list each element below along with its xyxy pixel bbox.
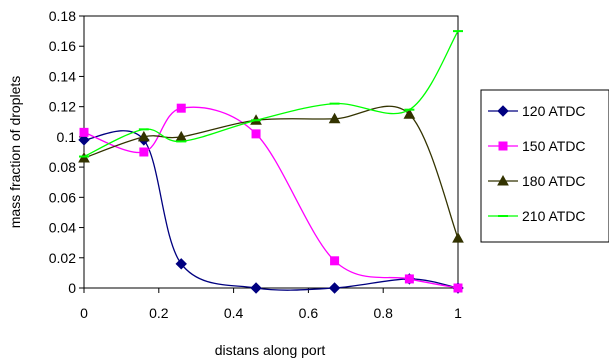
legend-label: 150 ATDC	[522, 138, 586, 154]
data-point	[137, 130, 150, 142]
y-axis-label: mass fraction of droplets	[7, 76, 23, 229]
data-point	[78, 134, 90, 146]
series-layer	[78, 30, 464, 294]
legend: 120 ATDC 150 ATDC 180 ATDC 210 ATDC	[480, 89, 609, 243]
legend-marker	[497, 174, 509, 186]
x-tick-label: 0.8	[373, 305, 393, 321]
data-point	[330, 256, 340, 266]
data-point	[176, 103, 186, 113]
y-tick-label: 0.08	[49, 159, 76, 175]
data-point	[403, 108, 416, 119]
data-point	[452, 232, 464, 243]
legend-item: 210 ATDC	[488, 208, 586, 224]
data-point	[139, 147, 149, 157]
series-0	[78, 130, 464, 294]
data-point	[251, 129, 261, 139]
series-3	[79, 30, 463, 158]
legend-label: 120 ATDC	[522, 103, 586, 119]
x-tick-label: 1	[454, 305, 462, 321]
legend-item: 150 ATDC	[488, 138, 586, 154]
x-tick-label: 0.6	[299, 305, 319, 321]
x-tick-label: 0.4	[224, 305, 244, 321]
y-tick-label: 0.12	[49, 99, 76, 115]
data-point	[328, 282, 341, 294]
data-point	[78, 152, 90, 163]
legend-item: 180 ATDC	[488, 173, 586, 189]
data-point	[175, 258, 187, 270]
series-1	[79, 103, 463, 293]
y-tick-label: 0.18	[49, 8, 76, 24]
y-tick-label: 0	[68, 280, 76, 296]
data-point	[404, 274, 414, 284]
y-tick-label: 0.02	[49, 250, 76, 266]
series-2	[78, 105, 464, 243]
y-tick-label: 0.1	[57, 129, 77, 145]
y-tick-label: 0.16	[49, 38, 76, 54]
series-line	[83, 105, 459, 239]
data-point	[250, 282, 262, 294]
y-tick-label: 0.04	[49, 220, 76, 236]
legend-marker	[498, 141, 508, 151]
legend-marker	[497, 105, 509, 117]
y-axis: 0 0.02 0.04 0.06 0.08 0.1 0.12 0.14 0.16 0.18	[49, 8, 84, 296]
y-tick-label: 0.14	[49, 68, 76, 84]
data-point	[79, 127, 89, 137]
y-tick-label: 0.06	[49, 189, 76, 205]
plot-area	[83, 15, 459, 289]
data-point	[328, 112, 341, 124]
x-tick-label: 0.2	[149, 305, 169, 321]
legend-label: 210 ATDC	[522, 208, 586, 224]
x-axis-label: distans along port	[215, 342, 326, 358]
plot-frame	[83, 15, 459, 289]
x-tick-label: 0	[80, 305, 88, 321]
data-point	[453, 283, 463, 293]
legend-label: 180 ATDC	[522, 173, 586, 189]
x-axis: 0 0.2 0.4 0.6 0.8 1	[80, 288, 462, 321]
legend-item: 120 ATDC	[488, 103, 586, 119]
series-line	[83, 106, 459, 289]
